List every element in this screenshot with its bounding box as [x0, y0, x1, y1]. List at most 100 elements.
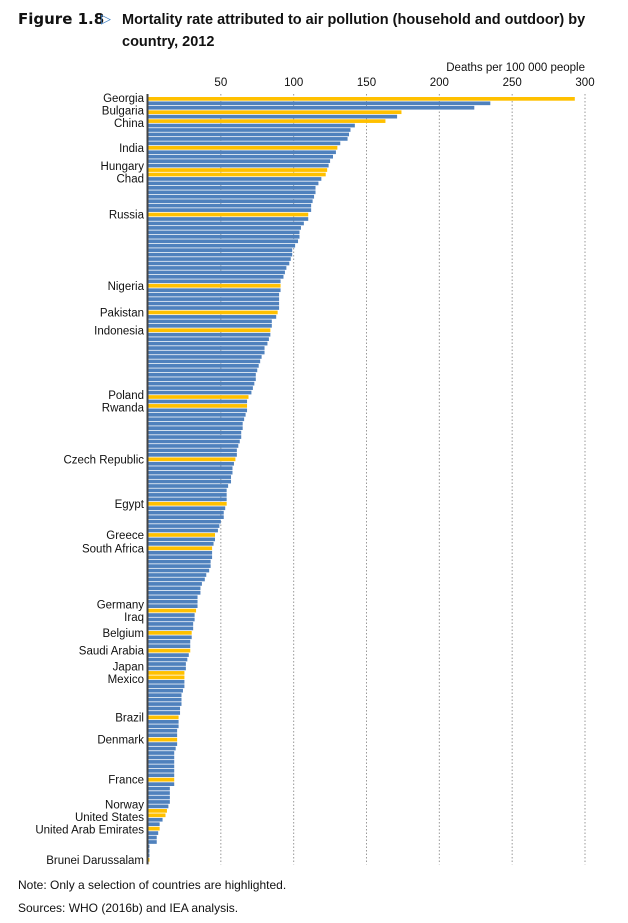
bar-highlighted [148, 395, 249, 399]
bar-highlighted [148, 145, 338, 150]
bar-highlighted [148, 172, 326, 177]
x-tick-label: 100 [284, 77, 303, 89]
bar [148, 742, 178, 746]
bar [148, 279, 281, 284]
bar [148, 849, 150, 853]
bar-highlighted [148, 328, 271, 333]
x-tick-label: 200 [430, 77, 449, 89]
bar [148, 359, 261, 364]
bar-highlighted [148, 813, 166, 818]
bar [148, 470, 233, 475]
bar [148, 123, 355, 128]
bar [148, 728, 178, 733]
bar [148, 688, 183, 693]
bar [148, 764, 175, 769]
country-label: Pakistan [100, 308, 144, 320]
bar [148, 186, 316, 190]
x-tick-label: 300 [575, 77, 594, 89]
bar [148, 831, 159, 835]
bar [148, 679, 185, 684]
bar [148, 853, 150, 858]
bar [148, 203, 312, 208]
bar [148, 261, 290, 266]
country-label: Hungary [101, 161, 145, 173]
bar-highlighted [148, 168, 328, 172]
bar [148, 230, 300, 235]
bar [148, 137, 348, 141]
bar [148, 493, 227, 497]
bar [148, 217, 309, 221]
country-label: Indonesia [94, 325, 144, 337]
bar-highlighted [148, 857, 150, 862]
bar-highlighted [148, 404, 248, 408]
bar [148, 586, 201, 591]
bar [148, 275, 284, 279]
bar [148, 724, 179, 729]
bar-highlighted [148, 110, 402, 115]
bar-highlighted [148, 675, 185, 680]
note-text: Note: Only a selection of countries are … [18, 878, 287, 892]
bar [148, 190, 316, 195]
bar [148, 372, 256, 377]
bar [148, 550, 213, 555]
bar [148, 622, 194, 626]
bar [148, 564, 211, 568]
bar-highlighted [148, 501, 227, 506]
bar [148, 368, 258, 373]
sources-text: Sources: WHO (2016b) and IEA analysis. [18, 901, 239, 915]
bar [148, 226, 301, 230]
bar [148, 105, 475, 110]
bar [148, 595, 198, 600]
bar [148, 132, 350, 137]
bar [148, 582, 202, 586]
bar-highlighted [148, 533, 216, 537]
country-label: Brunei Darussalam [46, 855, 144, 867]
bar [148, 412, 246, 417]
country-label: United Arab Emirates [35, 824, 144, 836]
country-label: United States [75, 812, 144, 824]
bar [148, 542, 214, 546]
bar [148, 568, 210, 573]
bar [148, 751, 175, 755]
bar [148, 159, 331, 163]
bar [148, 613, 195, 617]
bar [148, 697, 182, 702]
bar [148, 430, 242, 435]
bar-highlighted [148, 310, 278, 315]
figure-label: Figure 1.8 [18, 10, 105, 28]
bar [148, 177, 322, 181]
bar [148, 746, 176, 751]
x-tick-label: 50 [214, 77, 227, 89]
bar [148, 519, 221, 524]
bar [148, 800, 170, 804]
bar [148, 181, 319, 186]
bar [148, 528, 218, 533]
bar [148, 653, 189, 657]
country-label: Germany [97, 599, 145, 611]
bar [148, 461, 234, 466]
bar [148, 114, 398, 119]
bar [148, 604, 198, 608]
bar [148, 150, 336, 155]
bar [148, 791, 170, 795]
bar [148, 804, 169, 809]
bar [148, 332, 271, 337]
bar [148, 448, 237, 453]
bar [148, 706, 181, 711]
bar [148, 755, 175, 760]
bar [148, 577, 205, 582]
bar [148, 101, 491, 106]
bar [148, 239, 299, 244]
country-label: Mexico [108, 674, 144, 686]
country-label: Russia [109, 210, 145, 222]
x-tick-label: 150 [357, 77, 376, 89]
bar [148, 844, 150, 849]
bar-highlighted [148, 212, 309, 217]
bar [148, 773, 175, 778]
bar [148, 439, 240, 444]
country-label: Iraq [124, 612, 144, 624]
bar [148, 590, 201, 595]
x-axis-label: Deaths per 100 000 people [446, 62, 585, 74]
bar [148, 733, 178, 738]
